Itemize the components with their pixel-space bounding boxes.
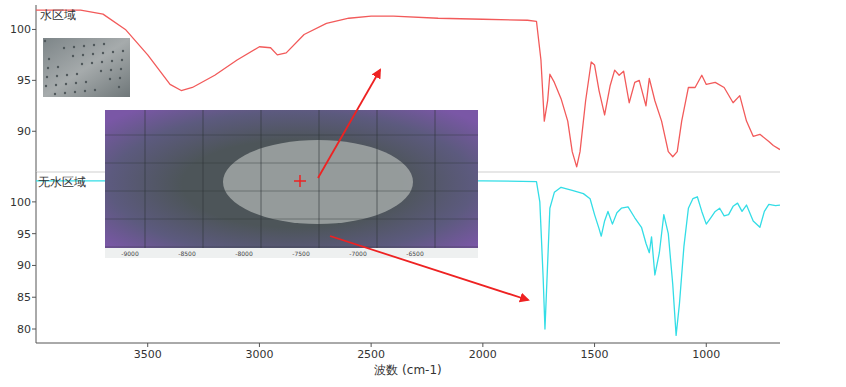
texture-dot (65, 83, 67, 85)
y-tick-label: 100 (10, 196, 31, 209)
inset-grid (435, 110, 436, 250)
x-tick-label: 3500 (134, 348, 162, 361)
texture-dot (48, 58, 50, 60)
texture-dot (54, 93, 56, 95)
texture-dot (81, 63, 83, 65)
texture-dot (47, 67, 49, 69)
y-tick (32, 29, 36, 30)
x-tick-label: 2500 (357, 348, 385, 361)
inset-grid (105, 163, 478, 164)
y-axis-line (36, 172, 37, 343)
texture-dot (56, 75, 58, 77)
inset-tick-label: -8500 (178, 250, 196, 257)
texture-dot (46, 76, 48, 78)
texture-dot (120, 68, 122, 70)
inset-tick-label: -8000 (235, 250, 253, 257)
texture-dot (64, 92, 66, 94)
arrow (330, 236, 528, 300)
inset-bright-area (223, 140, 413, 224)
x-axis-label: 波数 (cm-1) (374, 363, 441, 377)
x-tick (594, 343, 595, 347)
y-tick (32, 201, 36, 202)
texture-dot (102, 52, 104, 54)
texture-dot (111, 60, 113, 62)
texture-dot (101, 61, 103, 63)
y-tick-label: 95 (17, 74, 31, 87)
texture-dot (74, 91, 76, 93)
texture-dot (110, 69, 112, 71)
texture-dot (85, 81, 87, 83)
x-tick-label: 1500 (581, 348, 609, 361)
inset-tick-label: -9000 (121, 250, 139, 257)
texture-dot (121, 59, 123, 61)
texture-dot (82, 54, 84, 56)
texture-dot (100, 70, 102, 72)
x-tick-label: 3000 (245, 348, 273, 361)
inset-grid (203, 110, 204, 250)
x-tick-label: 1000 (692, 348, 720, 361)
texture-dot (122, 50, 124, 52)
texture-dot (76, 73, 78, 75)
y-tick (32, 80, 36, 81)
texture-dot (66, 74, 68, 76)
panel-title: 水区域 (40, 8, 76, 22)
y-tick-label: 100 (10, 23, 31, 36)
y-tick (32, 297, 36, 298)
texture-dot (75, 82, 77, 84)
inset-grid (105, 135, 478, 136)
texture-dot (109, 78, 111, 80)
inset-scale-band (105, 248, 478, 258)
texture-dot (91, 62, 93, 64)
texture-dot (55, 84, 57, 86)
inset-grid (105, 219, 478, 220)
x-tick (147, 343, 148, 347)
inset-grid (261, 110, 262, 250)
texture-dot (92, 53, 94, 55)
texture-dot (72, 55, 74, 57)
y-tick-label: 90 (17, 259, 31, 272)
texture-dot (84, 90, 86, 92)
texture-dot (45, 85, 47, 87)
inset-tick-label: -7000 (349, 250, 367, 257)
arrow (318, 70, 380, 178)
marker-cross (299, 175, 301, 187)
y-tick (32, 329, 36, 330)
y-tick-label: 90 (17, 125, 31, 138)
y-tick-label: 80 (17, 323, 31, 336)
y-tick (32, 131, 36, 132)
inset-large (105, 110, 478, 258)
inset-small (43, 38, 130, 97)
inset-tick-label: -6500 (406, 250, 424, 257)
texture-dot (119, 77, 121, 79)
x-tick (371, 343, 372, 347)
texture-dot (73, 46, 75, 48)
inset-grid (105, 247, 478, 248)
y-tick (32, 265, 36, 266)
panel-title: 无水区域 (38, 175, 86, 189)
texture-dot (118, 86, 120, 88)
texture-dot (94, 89, 96, 91)
inset-grid (377, 110, 378, 250)
inset-grid (145, 110, 146, 250)
chart-root: 90 95 100 水区域 80 85 90 95 100 3500 3000 2500 2000 150… (0, 0, 846, 387)
x-tick (482, 343, 483, 347)
texture-dot (63, 47, 65, 49)
x-tick-label: 2000 (469, 348, 497, 361)
y-tick (32, 233, 36, 234)
texture-dot (103, 43, 105, 45)
y-tick-label: 85 (17, 291, 31, 304)
y-tick-label: 95 (17, 228, 31, 241)
texture-dot (57, 66, 59, 68)
inset-grid (319, 110, 320, 250)
x-tick (259, 343, 260, 347)
inset-tick-label: -7500 (292, 250, 310, 257)
texture-dot (83, 45, 85, 47)
texture-dot (44, 40, 46, 42)
texture-dot (112, 51, 114, 53)
y-axis-line (36, 5, 37, 172)
inset-grid (105, 191, 478, 192)
x-tick (706, 343, 707, 347)
texture-dot (93, 44, 95, 46)
